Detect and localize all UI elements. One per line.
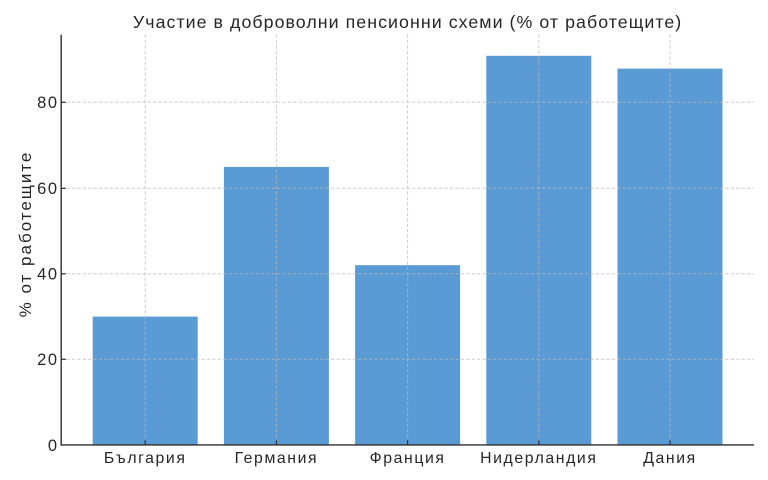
svg-text:40: 40 bbox=[37, 266, 58, 284]
svg-text:Дания: Дания bbox=[643, 450, 697, 467]
svg-text:20: 20 bbox=[37, 351, 58, 369]
svg-text:80: 80 bbox=[37, 94, 58, 112]
svg-text:% от работещите: % от работещите bbox=[16, 151, 35, 318]
svg-text:България: България bbox=[104, 450, 187, 467]
svg-text:Франция: Франция bbox=[370, 450, 446, 467]
svg-text:0: 0 bbox=[48, 437, 59, 455]
svg-text:Нидерландия: Нидерландия bbox=[480, 450, 597, 467]
svg-text:Участие в доброволни пенсионни: Участие в доброволни пенсионни схеми (% … bbox=[133, 12, 682, 32]
svg-text:Германия: Германия bbox=[235, 450, 319, 467]
svg-text:60: 60 bbox=[37, 180, 58, 198]
